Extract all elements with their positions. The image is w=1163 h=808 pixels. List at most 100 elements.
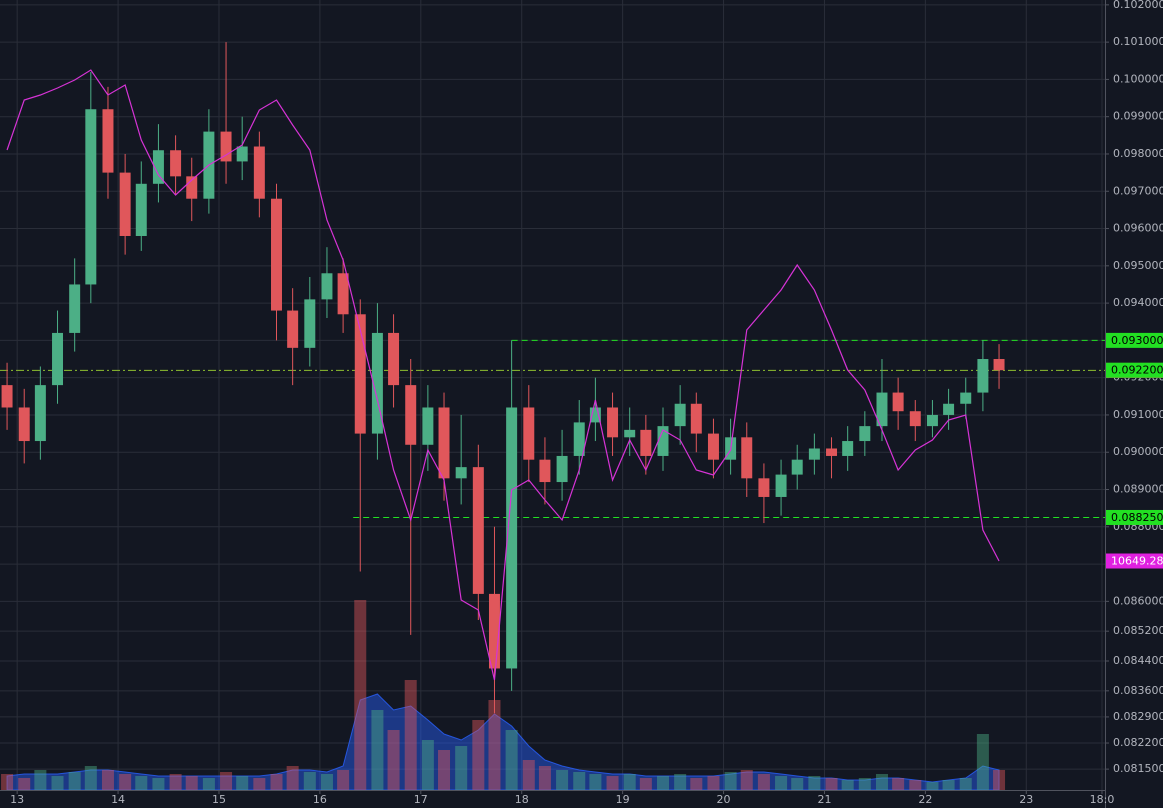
y-tick-label: 0.099000	[1113, 110, 1163, 123]
candle-body	[758, 478, 770, 497]
y-tick-label: 0.081500	[1113, 762, 1163, 775]
x-tick-label: 22	[918, 793, 932, 806]
price-marker-label: 0.093000	[1111, 334, 1163, 347]
volume-bar	[236, 776, 249, 790]
volume-bar	[556, 770, 569, 790]
candle-body	[1, 385, 13, 408]
candle-body	[926, 414, 938, 427]
volume-bar	[387, 730, 400, 790]
volume-bar	[119, 774, 132, 790]
volume-bar	[505, 730, 518, 790]
candle-body	[977, 359, 989, 393]
volume-bar	[202, 778, 215, 790]
candle-body	[119, 172, 131, 236]
volume-bar	[1, 774, 14, 790]
volume-bar	[337, 770, 350, 790]
candle-body	[589, 407, 601, 423]
y-tick-label: 0.094000	[1113, 296, 1163, 309]
volume-bar	[791, 778, 804, 790]
price-marker	[1106, 332, 1163, 348]
volume-bar	[421, 740, 434, 790]
candle-body	[354, 314, 366, 434]
volume-bar	[68, 772, 81, 790]
candle-body	[388, 332, 400, 386]
volume-bar	[84, 766, 97, 790]
volume-bar	[858, 778, 871, 790]
y-tick-label: 0.090000	[1113, 445, 1163, 458]
x-tick-label: 16	[313, 793, 327, 806]
volume-bar	[472, 720, 485, 790]
volume-bar	[825, 778, 838, 790]
volume-bar	[354, 600, 367, 790]
candle-body	[690, 403, 702, 434]
candle-body	[321, 273, 333, 300]
candle-body	[808, 448, 820, 460]
volume-bar	[135, 776, 148, 790]
candle-body	[506, 407, 518, 669]
y-tick-label: 0.082900	[1113, 710, 1163, 723]
candle-body	[34, 385, 46, 442]
x-tick-label: 15	[212, 793, 226, 806]
candle-body	[152, 150, 164, 184]
candle-body	[52, 332, 64, 386]
volume-bar	[909, 780, 922, 790]
candle-body	[170, 150, 182, 177]
y-tick-label: 0.083600	[1113, 684, 1163, 697]
volume-bar	[757, 774, 770, 790]
volume-bar	[724, 772, 737, 790]
x-tick-label: 19	[616, 793, 630, 806]
candle-body	[523, 407, 535, 460]
volume-bar	[488, 700, 501, 790]
candle-body	[488, 593, 500, 669]
volume-bar	[589, 774, 602, 790]
volume-bar	[220, 772, 233, 790]
volume-bar	[623, 774, 636, 790]
candle-body	[18, 407, 30, 442]
volume-bar	[841, 780, 854, 790]
candle-body	[236, 146, 248, 162]
candle-body	[556, 455, 568, 483]
y-tick-label: 0.086000	[1113, 594, 1163, 607]
x-tick-label: 21	[817, 793, 831, 806]
volume-bar	[639, 778, 652, 790]
x-tick-label: 18:0	[1090, 793, 1115, 806]
x-tick-label: 23	[1019, 793, 1033, 806]
candle-body	[741, 437, 753, 479]
candle-body	[943, 403, 955, 415]
candle-body	[775, 474, 787, 497]
volume-bar	[808, 776, 821, 790]
candle-body	[102, 109, 114, 173]
price-marker-label: 10649.28	[1111, 555, 1163, 568]
x-tick-label: 20	[717, 793, 731, 806]
volume-bar	[926, 782, 939, 790]
volume-bar	[286, 766, 299, 790]
volume-bar	[573, 772, 586, 790]
candle-body	[287, 310, 299, 348]
volume-bar	[942, 780, 955, 790]
x-tick-label: 18	[515, 793, 529, 806]
candle-body	[909, 411, 921, 427]
y-tick-label: 0.084400	[1113, 654, 1163, 667]
candle-body	[455, 467, 467, 479]
y-tick-label: 0.097000	[1113, 184, 1163, 197]
volume-bar	[303, 772, 316, 790]
volume-bar	[169, 774, 182, 790]
y-axis-strip	[1105, 0, 1163, 808]
x-tick-label: 14	[111, 793, 125, 806]
candle-body	[220, 131, 232, 162]
x-tick-label: 17	[414, 793, 428, 806]
candle-body	[135, 183, 147, 236]
volume-bar	[438, 750, 451, 790]
x-tick-label: 13	[10, 793, 24, 806]
volume-bar	[185, 776, 198, 790]
candle-body	[607, 407, 619, 438]
candle-body	[539, 459, 551, 483]
volume-bar	[455, 746, 468, 790]
candle-body	[876, 392, 888, 427]
candle-body	[438, 407, 450, 479]
y-tick-label: 0.089000	[1113, 483, 1163, 496]
price-marker-label: 0.092200	[1111, 364, 1163, 377]
y-tick-label: 0.101000	[1113, 35, 1163, 48]
